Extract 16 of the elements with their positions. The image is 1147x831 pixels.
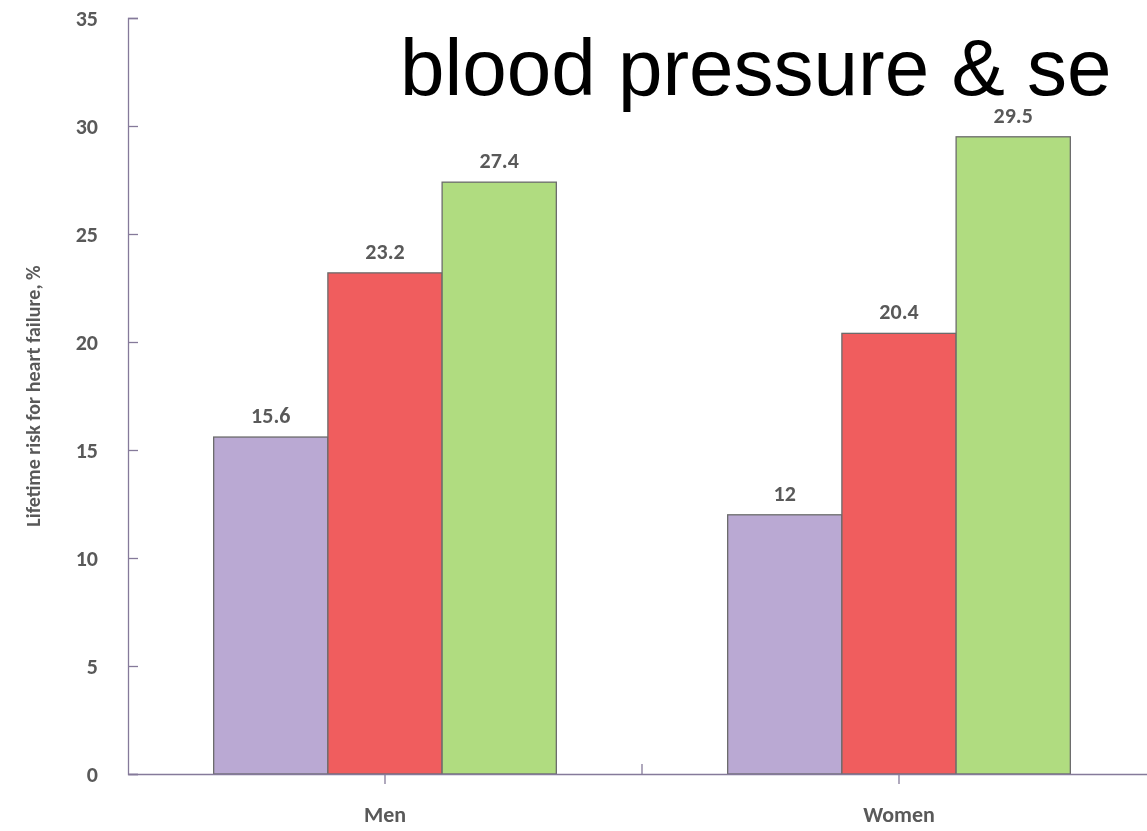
- data-label: 15.6: [251, 402, 291, 430]
- y-tick-label: 10: [75, 544, 98, 572]
- data-label: 20.4: [879, 298, 919, 326]
- y-axis-title: Lifetime risk for heart failure, %: [21, 264, 45, 527]
- y-tick-label: 15: [75, 436, 98, 464]
- y-tick-label: 35: [75, 4, 98, 32]
- y-tick-label: 0: [86, 760, 98, 788]
- data-label: 12: [773, 479, 796, 507]
- y-tick-label: 30: [75, 112, 98, 140]
- data-label: 23.2: [365, 237, 405, 265]
- x-tick-label: Women: [863, 800, 935, 828]
- y-tick-label: 5: [86, 652, 98, 680]
- x-tick-label: Men: [363, 800, 407, 828]
- y-tick-label: 20: [75, 328, 98, 356]
- data-label: 27.4: [479, 147, 519, 175]
- y-tick-label: 25: [75, 220, 98, 248]
